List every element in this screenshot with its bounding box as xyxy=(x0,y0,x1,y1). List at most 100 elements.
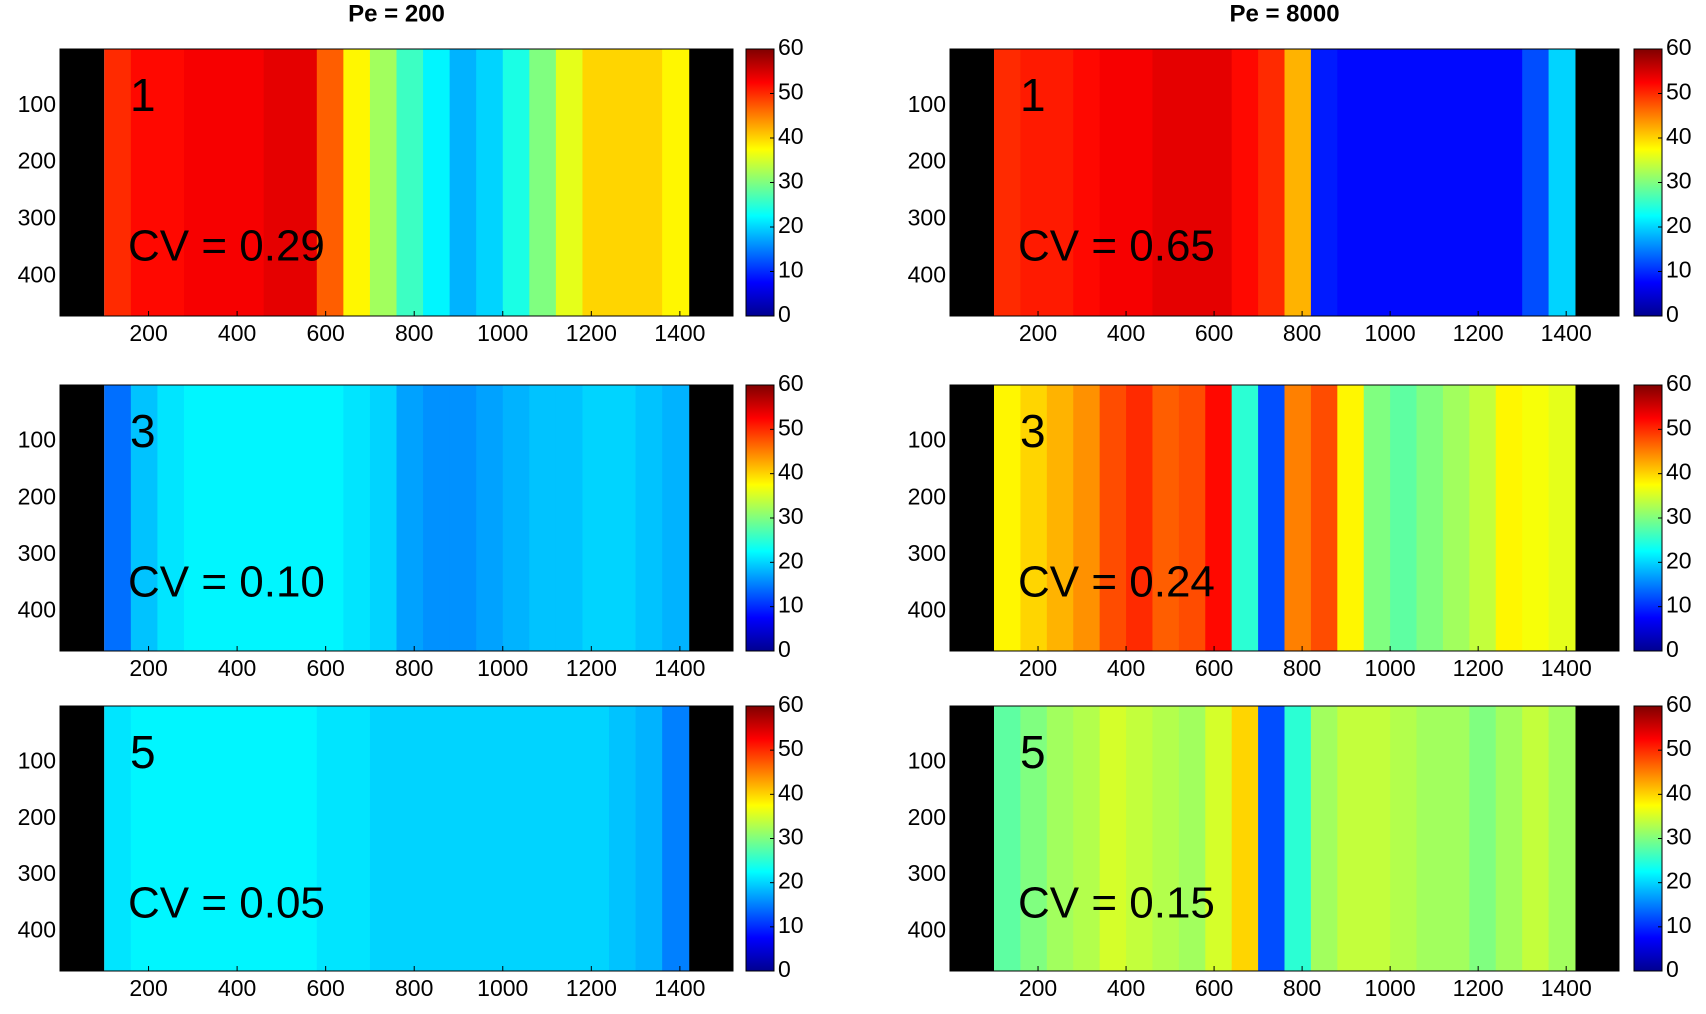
colorbar-tick-label: 40 xyxy=(778,459,804,485)
heat-cell xyxy=(449,706,477,971)
panel-title: Pe = 200 xyxy=(348,0,445,27)
colorbar-tick-label: 40 xyxy=(778,123,804,149)
y-tick-label: 100 xyxy=(908,91,946,117)
heat-cell xyxy=(1099,49,1127,316)
y-tick-label: 200 xyxy=(908,804,946,830)
heat-cell xyxy=(1020,49,1048,316)
mask xyxy=(60,385,105,651)
x-tick-label: 600 xyxy=(1195,975,1233,1001)
y-tick-label: 300 xyxy=(18,205,56,231)
mask xyxy=(950,706,995,971)
colorbar-tick-label: 50 xyxy=(1666,414,1692,440)
plot-frame xyxy=(59,48,734,317)
heat-cell xyxy=(263,49,291,316)
x-tick-label: 1000 xyxy=(1365,320,1416,346)
heat-cell xyxy=(609,706,637,971)
colorbar-tick-label: 50 xyxy=(778,735,804,761)
heat-cell xyxy=(1046,706,1074,971)
heat-cell xyxy=(1126,49,1153,316)
panel-label: 3 xyxy=(1020,405,1046,457)
heat-cell xyxy=(582,706,610,971)
heat-cell xyxy=(263,385,291,651)
heat-cell xyxy=(529,706,557,971)
plot-frame xyxy=(949,384,1620,652)
colorbar-tick-label: 30 xyxy=(778,168,804,194)
heat-cell xyxy=(1020,385,1048,651)
heat-cell xyxy=(1046,385,1074,651)
x-tick-label: 200 xyxy=(129,320,167,346)
colorbar-tick-label: 50 xyxy=(1666,735,1692,761)
heat-cell xyxy=(1126,385,1153,651)
heat-cell xyxy=(1178,385,1206,651)
heat-cell xyxy=(104,49,132,316)
heat-cell xyxy=(290,49,318,316)
panel-label: 1 xyxy=(130,69,156,121)
heat-cell xyxy=(1178,49,1206,316)
heat-cell xyxy=(449,385,477,651)
heat-cell xyxy=(1205,706,1233,971)
heat-cell xyxy=(1548,706,1576,971)
heat-cell xyxy=(423,49,451,316)
heat-cell xyxy=(635,49,663,316)
y-tick-label: 100 xyxy=(18,91,56,117)
y-tick-label: 300 xyxy=(18,540,56,566)
x-tick-label: 1200 xyxy=(566,320,617,346)
heat-cell xyxy=(1442,49,1470,316)
heat-cell xyxy=(183,706,212,971)
heat-cell xyxy=(423,706,451,971)
heat-cell xyxy=(1178,706,1206,971)
heat-cell xyxy=(1284,706,1312,971)
heat-cell xyxy=(1258,385,1285,651)
heat-cell xyxy=(555,706,583,971)
x-tick-label: 600 xyxy=(1195,320,1233,346)
heat-cell xyxy=(343,706,371,971)
colorbar xyxy=(1633,384,1663,652)
x-tick-label: 1200 xyxy=(566,655,617,681)
heat-cell xyxy=(1416,706,1444,971)
heat-cell xyxy=(210,385,238,651)
colorbar-tick-label: 50 xyxy=(1666,79,1692,105)
colorbar-tick-label: 0 xyxy=(778,636,791,662)
colorbar-tick-label: 60 xyxy=(778,691,804,717)
cv-annotation: CV = 0.65 xyxy=(1018,222,1215,271)
x-tick-label: 400 xyxy=(1107,320,1145,346)
heat-cell xyxy=(1258,49,1285,316)
colorbar-tick-label: 10 xyxy=(1666,592,1692,618)
heat-cell xyxy=(104,706,132,971)
heat-cell xyxy=(529,385,557,651)
heat-cell xyxy=(396,385,424,651)
mask xyxy=(950,385,995,651)
colorbar-tick-label: 30 xyxy=(1666,503,1692,529)
y-tick-label: 400 xyxy=(908,596,946,622)
colorbar-tick-label: 30 xyxy=(1666,824,1692,850)
heat-cell xyxy=(183,385,212,651)
heat-cell xyxy=(502,706,530,971)
cv-annotation: CV = 0.15 xyxy=(1018,879,1215,928)
mask xyxy=(1574,706,1619,971)
heat-cell xyxy=(449,49,477,316)
y-tick-label: 400 xyxy=(908,917,946,943)
heat-cell xyxy=(1469,385,1497,651)
heat-cell xyxy=(529,49,557,316)
heat-cell xyxy=(157,706,185,971)
plot-frame xyxy=(949,705,1620,972)
heat-cell xyxy=(1337,49,1365,316)
heat-cell xyxy=(994,385,1021,651)
heat-cell xyxy=(1258,706,1285,971)
heat-cell xyxy=(237,706,265,971)
panel-label: 5 xyxy=(1020,726,1046,778)
heat-cell xyxy=(662,706,690,971)
x-tick-label: 400 xyxy=(218,655,256,681)
heat-cell xyxy=(1390,385,1418,651)
heat-cell xyxy=(183,49,212,316)
x-tick-label: 1400 xyxy=(1541,655,1592,681)
colorbar xyxy=(745,48,775,317)
heat-cell xyxy=(1046,49,1074,316)
panel-label: 3 xyxy=(130,405,156,457)
heat-cell xyxy=(1152,49,1180,316)
heat-cell xyxy=(210,49,238,316)
x-tick-label: 1000 xyxy=(1365,975,1416,1001)
heat-cell xyxy=(476,49,504,316)
x-tick-label: 1000 xyxy=(477,975,528,1001)
colorbar xyxy=(745,384,775,652)
